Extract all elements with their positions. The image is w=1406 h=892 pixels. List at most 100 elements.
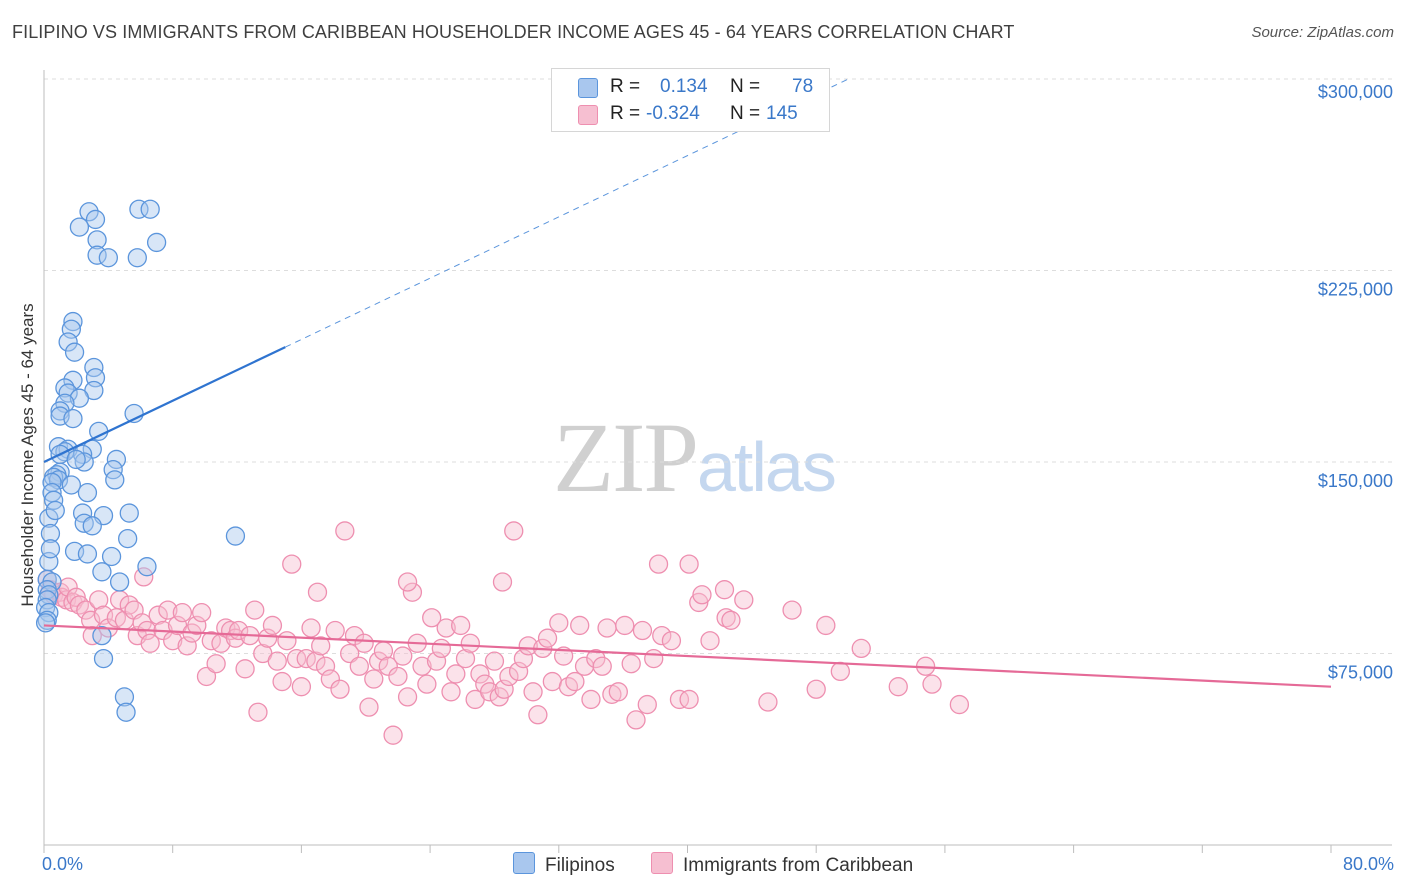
data-point	[758, 692, 778, 712]
data-point	[354, 633, 374, 653]
data-point	[518, 636, 538, 656]
data-point	[632, 620, 653, 641]
data-point	[721, 610, 741, 630]
data-point	[277, 631, 297, 651]
data-point	[77, 544, 98, 564]
data-point	[286, 648, 307, 669]
data-point	[301, 618, 321, 638]
data-point	[679, 554, 699, 574]
data-point	[87, 245, 107, 265]
data-point	[187, 615, 207, 636]
data-point	[63, 408, 83, 429]
legend-swatch-blue	[578, 78, 598, 98]
data-point	[137, 557, 157, 577]
bottom-legend-swatch-blue	[513, 852, 535, 874]
data-point	[192, 602, 212, 623]
x-tick-label: 80.0%	[1343, 854, 1394, 874]
data-point	[89, 590, 109, 610]
data-point	[87, 230, 107, 250]
chart-source: Source: ZipAtlas.com	[1251, 24, 1394, 41]
data-point	[64, 342, 85, 362]
data-point	[158, 600, 178, 620]
data-point	[553, 646, 574, 666]
legend-r-label: R =	[610, 103, 641, 124]
trend-lines	[43, 78, 1332, 688]
data-point	[586, 648, 606, 669]
data-point	[146, 232, 167, 253]
data-point	[129, 199, 149, 219]
data-point	[661, 631, 682, 651]
data-point	[245, 600, 265, 620]
y-tick-label: $300,000	[1318, 82, 1393, 102]
data-point	[393, 646, 413, 666]
data-point	[549, 613, 569, 633]
y-tick-label: $150,000	[1318, 471, 1393, 491]
data-point	[431, 638, 452, 659]
watermark-atlas: atlas	[697, 428, 837, 506]
data-point	[225, 526, 246, 546]
data-point	[451, 615, 471, 636]
legend-n-label: N =	[730, 76, 761, 97]
data-point	[922, 674, 942, 694]
data-point	[504, 521, 524, 541]
bottom-legend-caribbean: Immigrants from Caribbean	[651, 852, 913, 877]
data-point	[307, 582, 328, 602]
data-point	[537, 628, 558, 648]
data-point	[257, 628, 278, 648]
data-point	[492, 572, 513, 592]
data-point	[40, 539, 61, 559]
data-point	[306, 651, 326, 671]
data-point	[330, 679, 350, 699]
data-point	[291, 677, 312, 697]
x-tick-label: 0.0%	[42, 854, 83, 874]
data-point	[63, 370, 83, 390]
data-point	[140, 199, 160, 219]
data-point	[320, 669, 341, 689]
data-point	[644, 648, 664, 669]
data-point	[45, 500, 65, 521]
data-point	[508, 661, 529, 682]
data-point	[499, 666, 519, 687]
data-point	[626, 710, 646, 730]
data-point	[513, 648, 534, 669]
data-point	[446, 664, 466, 684]
legend-r-value: 0.134	[660, 76, 708, 97]
data-point	[140, 633, 160, 653]
data-point	[637, 694, 657, 715]
data-point	[542, 671, 563, 692]
data-point	[383, 725, 403, 745]
data-point	[460, 633, 480, 653]
chart-title: FILIPINO VS IMMIGRANTS FROM CARIBBEAN HO…	[12, 22, 1015, 42]
data-point	[69, 388, 90, 408]
data-point	[50, 462, 70, 482]
legend-swatch-pink	[578, 105, 598, 125]
data-point	[262, 615, 283, 636]
data-point	[93, 648, 114, 669]
data-point	[118, 528, 138, 549]
data-point	[105, 470, 125, 490]
data-point	[248, 702, 268, 722]
data-point	[621, 654, 641, 674]
data-point	[272, 671, 292, 692]
data-point	[282, 554, 302, 574]
data-point	[315, 656, 336, 676]
data-point	[888, 677, 908, 697]
data-point	[949, 694, 970, 715]
legend-n-value: 145	[766, 103, 798, 124]
data-point	[79, 202, 99, 222]
data-point	[426, 651, 447, 671]
data-point	[172, 602, 193, 623]
data-point	[206, 654, 226, 674]
data-point	[608, 682, 628, 702]
data-point	[72, 444, 93, 464]
data-point	[63, 311, 83, 332]
bottom-legend-label: Filipinos	[545, 855, 615, 876]
legend-n-label: N =	[730, 103, 761, 124]
data-point	[82, 516, 102, 536]
legend-r-label: R =	[610, 76, 641, 97]
data-point	[196, 666, 217, 687]
data-point	[177, 636, 197, 656]
data-point	[119, 503, 139, 523]
data-point	[127, 248, 147, 268]
